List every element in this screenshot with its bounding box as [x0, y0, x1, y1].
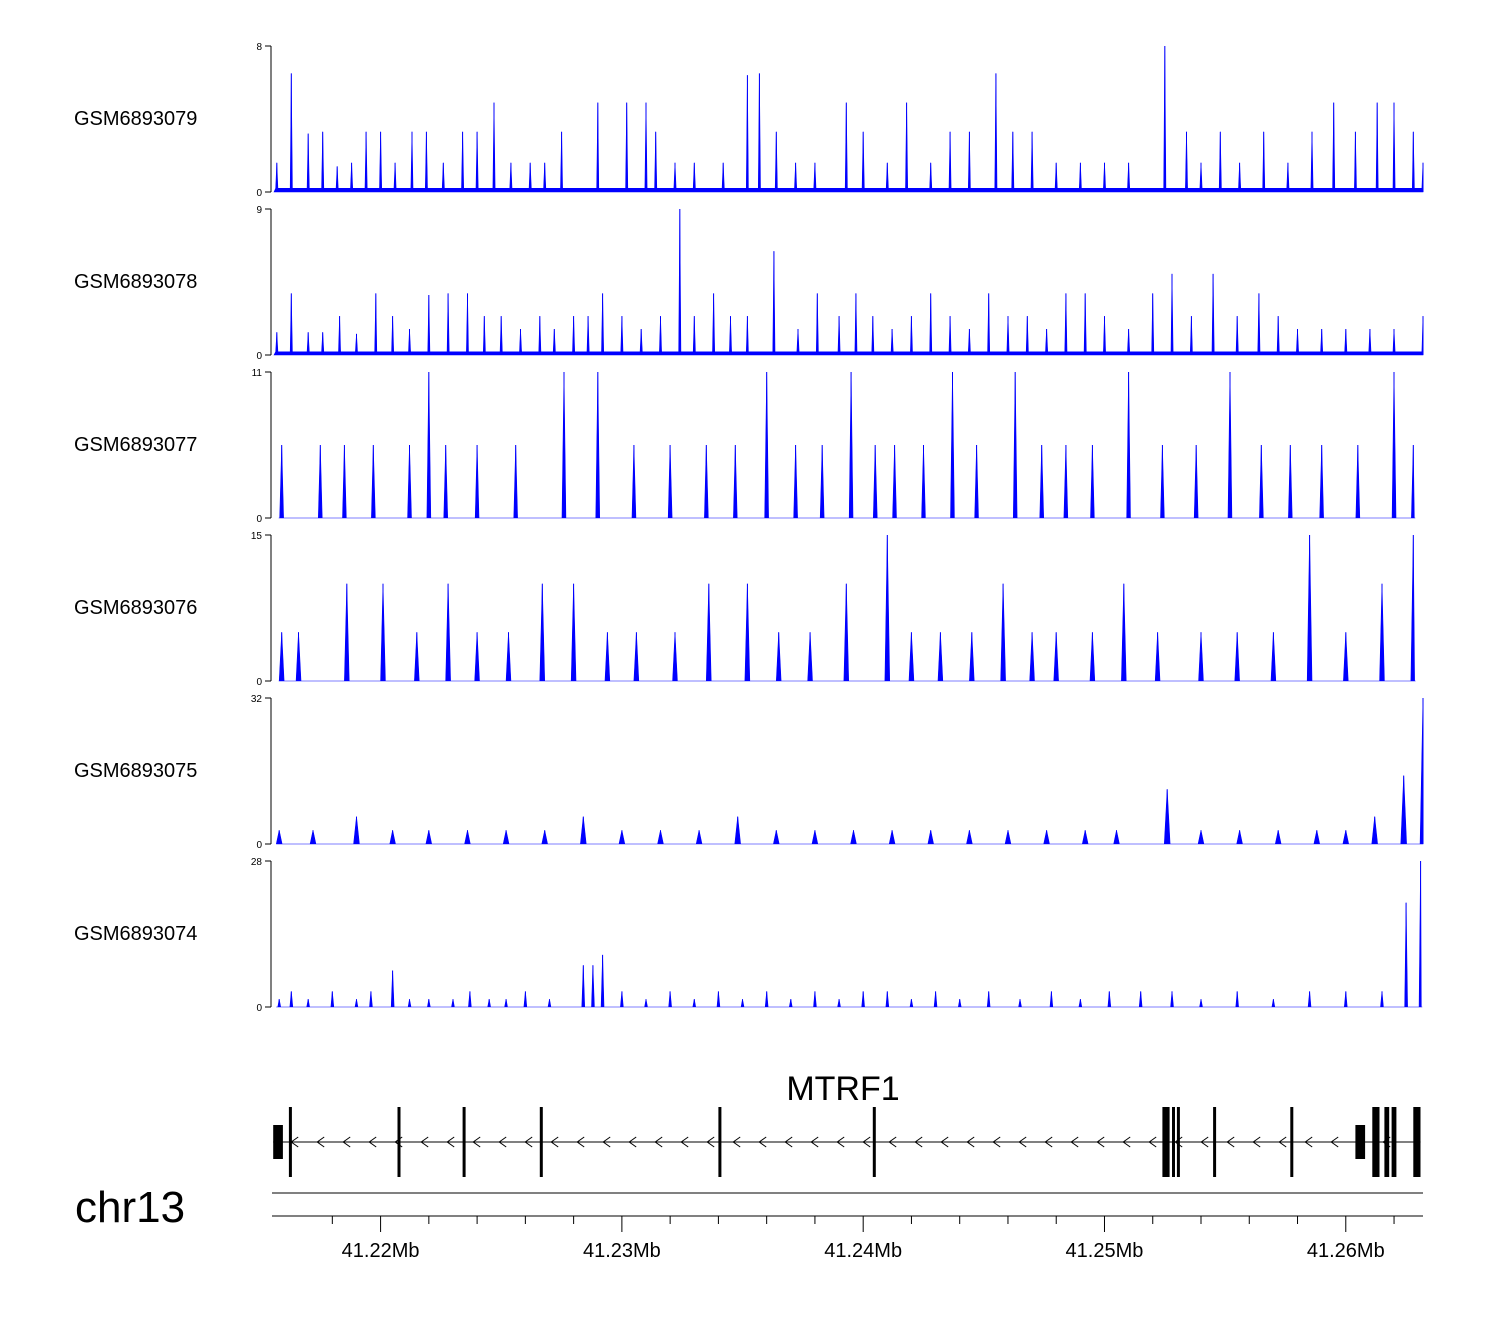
strand-arrow	[966, 1136, 975, 1148]
y-axis-max-label: 32	[251, 694, 263, 705]
strand-arrow	[784, 1136, 793, 1148]
strand-arrow	[888, 1136, 897, 1148]
strand-arrow	[1304, 1136, 1313, 1148]
y-axis-max-label: 15	[251, 531, 263, 542]
strand-arrow	[1278, 1136, 1287, 1148]
track-label: GSM6893074	[74, 923, 197, 945]
strand-arrow	[1148, 1136, 1157, 1148]
y-axis-min-label: 0	[256, 514, 262, 525]
strand-arrow	[524, 1136, 533, 1148]
exon-14	[1384, 1107, 1390, 1177]
strand-arrow	[550, 1136, 559, 1148]
exon-0	[273, 1125, 283, 1159]
y-axis-max-label: 8	[256, 42, 262, 53]
exon-4	[539, 1107, 543, 1177]
exon-8	[1172, 1107, 1175, 1177]
y-axis-min-label: 0	[256, 840, 262, 851]
gene-name-label: MTRF1	[786, 1070, 899, 1108]
exon-16	[1413, 1107, 1421, 1177]
signal-tracks: 8 0 GSM6893079 9 0 GSM6893078 11 0 GSM6893077 15 0…	[74, 42, 1424, 1014]
strand-arrow	[680, 1136, 689, 1148]
strand-arrow	[654, 1136, 663, 1148]
exon-1	[288, 1107, 292, 1177]
track-label: GSM6893079	[74, 108, 197, 130]
exon-13	[1372, 1107, 1380, 1177]
signal-area	[278, 534, 1416, 682]
y-axis-max-label: 28	[251, 857, 263, 868]
y-axis-min-label: 0	[256, 188, 262, 199]
strand-arrow	[1122, 1136, 1131, 1148]
signal-area	[273, 208, 1424, 356]
exon-10	[1213, 1107, 1217, 1177]
strand-arrow	[1018, 1136, 1027, 1148]
strand-arrow	[1044, 1136, 1053, 1148]
track-GSM6893074: 28 0 GSM6893074	[74, 857, 1423, 1014]
track-GSM6893076: 15 0 GSM6893076	[74, 531, 1416, 688]
track-GSM6893078: 9 0 GSM6893078	[74, 205, 1424, 362]
strand-arrow	[498, 1136, 507, 1148]
strand-arrow	[914, 1136, 923, 1148]
exon-5	[718, 1107, 722, 1177]
strand-arrow	[316, 1136, 325, 1148]
exon-3	[462, 1107, 466, 1177]
chromosome-label: chr13	[75, 1183, 185, 1232]
track-GSM6893079: 8 0 GSM6893079	[74, 42, 1424, 199]
track-label: GSM6893078	[74, 271, 197, 293]
strand-arrow	[940, 1136, 949, 1148]
y-axis-min-label: 0	[256, 1003, 262, 1014]
y-axis-max-label: 11	[252, 368, 263, 379]
track-label: GSM6893075	[74, 760, 197, 782]
signal-area	[278, 371, 1416, 519]
y-axis-max-label: 9	[256, 205, 262, 216]
strand-arrow	[862, 1136, 871, 1148]
strand-arrow	[836, 1136, 845, 1148]
strand-arrow	[1330, 1136, 1339, 1148]
strand-arrow	[602, 1136, 611, 1148]
strand-arrow	[1096, 1136, 1105, 1148]
track-label: GSM6893077	[74, 434, 197, 456]
strand-arrow	[472, 1136, 481, 1148]
genome-axis: 41.22Mb 41.23Mb 41.24Mb 41.25Mb 41.26Mb	[272, 1192, 1423, 1262]
strand-arrow	[1200, 1136, 1209, 1148]
strand-arrow	[810, 1136, 819, 1148]
strand-arrow	[706, 1136, 715, 1148]
signal-area	[273, 45, 1424, 193]
track-GSM6893075: 32 0 GSM6893075	[74, 694, 1424, 851]
strand-arrow	[1252, 1136, 1261, 1148]
signal-area	[276, 860, 1423, 1008]
exon-9	[1176, 1107, 1180, 1177]
exon-11	[1290, 1107, 1294, 1177]
strand-arrow	[1070, 1136, 1079, 1148]
axis-tick-label-2: 41.24Mb	[824, 1240, 902, 1262]
axis-tick-label-4: 41.26Mb	[1307, 1240, 1385, 1262]
exon-2	[397, 1107, 401, 1177]
strand-arrow	[758, 1136, 767, 1148]
strand-arrow	[420, 1136, 429, 1148]
axis-tick-label-3: 41.25Mb	[1066, 1240, 1144, 1262]
y-axis-min-label: 0	[256, 351, 262, 362]
strand-arrow	[342, 1136, 351, 1148]
exon-7	[1162, 1107, 1170, 1177]
y-axis-min-label: 0	[256, 677, 262, 688]
track-GSM6893077: 11 0 GSM6893077	[74, 368, 1416, 525]
strand-arrow	[576, 1136, 585, 1148]
track-label: GSM6893076	[74, 597, 197, 619]
exon-6	[872, 1107, 876, 1177]
signal-area	[276, 697, 1424, 845]
axis-tick-label-1: 41.23Mb	[583, 1240, 661, 1262]
strand-arrow	[992, 1136, 1001, 1148]
axis-tick-label-0: 41.22Mb	[342, 1240, 420, 1262]
gene-track: MTRF1	[273, 1070, 1421, 1177]
strand-arrow	[732, 1136, 741, 1148]
exon-15	[1391, 1107, 1397, 1177]
exon-12	[1355, 1125, 1366, 1159]
strand-arrow	[446, 1136, 455, 1148]
strand-arrow	[1226, 1136, 1235, 1148]
strand-arrow	[628, 1136, 637, 1148]
strand-arrow	[368, 1136, 377, 1148]
